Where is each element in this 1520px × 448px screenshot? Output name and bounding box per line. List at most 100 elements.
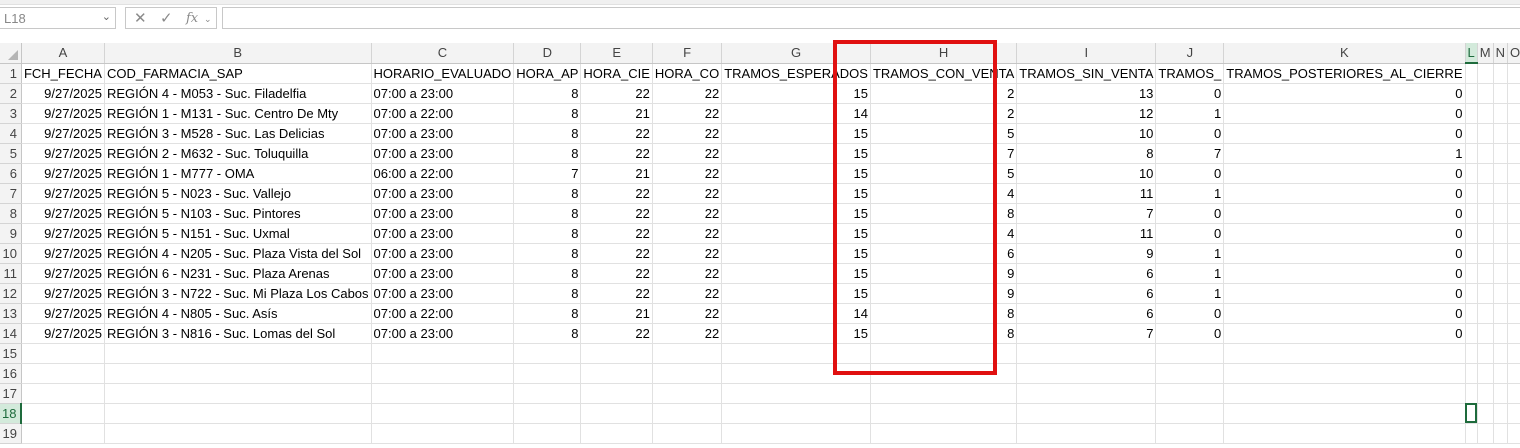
row-header[interactable]: 18 — [0, 403, 23, 424]
cell-h9[interactable]: 4 — [870, 223, 1018, 244]
column-header-a[interactable]: A — [21, 43, 105, 64]
cell-l17[interactable] — [1465, 383, 1478, 404]
cell-l6[interactable] — [1465, 163, 1478, 184]
cell-f2[interactable]: 22 — [652, 83, 723, 104]
cell-o15[interactable] — [1507, 343, 1520, 364]
cell-o4[interactable] — [1507, 123, 1520, 144]
cell-k16[interactable] — [1223, 363, 1466, 384]
cell-i12[interactable]: 6 — [1016, 283, 1157, 304]
cell-f13[interactable]: 22 — [652, 303, 723, 324]
cell-j12[interactable]: 1 — [1155, 283, 1225, 304]
cell-o18[interactable] — [1507, 403, 1520, 424]
insert-function-icon[interactable]: fx — [186, 11, 199, 26]
cell-e4[interactable]: 22 — [580, 123, 653, 144]
chevron-down-icon[interactable]: ⌄ — [204, 14, 212, 24]
cell-g17[interactable] — [721, 383, 871, 404]
row-header[interactable]: 12 — [0, 283, 22, 304]
row-header[interactable]: 4 — [0, 123, 22, 144]
row-header[interactable]: 5 — [0, 143, 22, 164]
cell-k19[interactable] — [1223, 423, 1466, 444]
cell-k15[interactable] — [1223, 343, 1466, 364]
cell-g9[interactable]: 15 — [721, 223, 871, 244]
cell-g3[interactable]: 14 — [721, 103, 871, 124]
cell-j3[interactable]: 1 — [1155, 103, 1225, 124]
cell-d1[interactable]: HORA_AP — [513, 63, 582, 84]
column-header-d[interactable]: D — [513, 43, 582, 64]
cell-m19[interactable] — [1477, 423, 1494, 444]
cell-j17[interactable] — [1155, 383, 1225, 404]
cell-a3[interactable]: 9/27/2025 — [21, 103, 105, 124]
cell-d18[interactable] — [513, 403, 582, 424]
formula-input[interactable] — [222, 7, 1520, 29]
cell-c9[interactable]: 07:00 a 23:00 — [371, 223, 515, 244]
cell-j15[interactable] — [1155, 343, 1225, 364]
cell-h3[interactable]: 2 — [870, 103, 1018, 124]
cell-k10[interactable]: 0 — [1223, 243, 1466, 264]
cell-f9[interactable]: 22 — [652, 223, 723, 244]
cell-j11[interactable]: 1 — [1155, 263, 1225, 284]
cell-k8[interactable]: 0 — [1223, 203, 1466, 224]
cell-a10[interactable]: 9/27/2025 — [21, 243, 105, 264]
cell-g10[interactable]: 15 — [721, 243, 871, 264]
cell-f3[interactable]: 22 — [652, 103, 723, 124]
cell-f6[interactable]: 22 — [652, 163, 723, 184]
cell-o14[interactable] — [1507, 323, 1520, 344]
cell-k6[interactable]: 0 — [1223, 163, 1466, 184]
cell-l19[interactable] — [1465, 423, 1478, 444]
cell-n7[interactable] — [1493, 183, 1508, 204]
cell-f10[interactable]: 22 — [652, 243, 723, 264]
cell-g1[interactable]: TRAMOS_ESPERADOS — [721, 63, 871, 84]
cell-b1[interactable]: COD_FARMACIA_SAP — [104, 63, 372, 84]
cell-n13[interactable] — [1493, 303, 1508, 324]
cell-d10[interactable]: 8 — [513, 243, 582, 264]
cell-c5[interactable]: 07:00 a 23:00 — [371, 143, 515, 164]
cell-n18[interactable] — [1493, 403, 1508, 424]
cell-c16[interactable] — [371, 363, 515, 384]
cell-j19[interactable] — [1155, 423, 1225, 444]
cell-c4[interactable]: 07:00 a 23:00 — [371, 123, 515, 144]
cell-f15[interactable] — [652, 343, 723, 364]
column-header-f[interactable]: F — [652, 43, 723, 64]
cell-b4[interactable]: REGIÓN 3 - M528 - Suc. Las Delicias — [104, 123, 372, 144]
cell-d14[interactable]: 8 — [513, 323, 582, 344]
cell-i6[interactable]: 10 — [1016, 163, 1157, 184]
cell-k13[interactable]: 0 — [1223, 303, 1466, 324]
cell-b19[interactable] — [104, 423, 372, 444]
cell-j7[interactable]: 1 — [1155, 183, 1225, 204]
cell-g5[interactable]: 15 — [721, 143, 871, 164]
cell-j14[interactable]: 0 — [1155, 323, 1225, 344]
cell-m9[interactable] — [1477, 223, 1494, 244]
cell-a16[interactable] — [21, 363, 105, 384]
cell-h19[interactable] — [870, 423, 1018, 444]
cell-m15[interactable] — [1477, 343, 1494, 364]
select-all-corner[interactable] — [0, 43, 22, 64]
column-header-l[interactable]: L — [1465, 43, 1478, 64]
cell-k7[interactable]: 0 — [1223, 183, 1466, 204]
cell-h2[interactable]: 2 — [870, 83, 1018, 104]
cell-n2[interactable] — [1493, 83, 1508, 104]
cell-f19[interactable] — [652, 423, 723, 444]
cell-o16[interactable] — [1507, 363, 1520, 384]
cell-d17[interactable] — [513, 383, 582, 404]
cell-i13[interactable]: 6 — [1016, 303, 1157, 324]
cell-i2[interactable]: 13 — [1016, 83, 1157, 104]
cell-n16[interactable] — [1493, 363, 1508, 384]
cell-l8[interactable] — [1465, 203, 1478, 224]
cell-f4[interactable]: 22 — [652, 123, 723, 144]
cell-a15[interactable] — [21, 343, 105, 364]
cell-f18[interactable] — [652, 403, 723, 424]
cell-a18[interactable] — [21, 403, 105, 424]
cell-h6[interactable]: 5 — [870, 163, 1018, 184]
cell-n10[interactable] — [1493, 243, 1508, 264]
cell-d5[interactable]: 8 — [513, 143, 582, 164]
cell-b13[interactable]: REGIÓN 4 - N805 - Suc. Asís — [104, 303, 372, 324]
cell-b11[interactable]: REGIÓN 6 - N231 - Suc. Plaza Arenas — [104, 263, 372, 284]
cell-j6[interactable]: 0 — [1155, 163, 1225, 184]
row-header[interactable]: 17 — [0, 383, 22, 404]
column-header-j[interactable]: J — [1155, 43, 1225, 64]
cell-j8[interactable]: 0 — [1155, 203, 1225, 224]
cell-d9[interactable]: 8 — [513, 223, 582, 244]
cell-c10[interactable]: 07:00 a 23:00 — [371, 243, 515, 264]
cell-m3[interactable] — [1477, 103, 1494, 124]
cell-n8[interactable] — [1493, 203, 1508, 224]
